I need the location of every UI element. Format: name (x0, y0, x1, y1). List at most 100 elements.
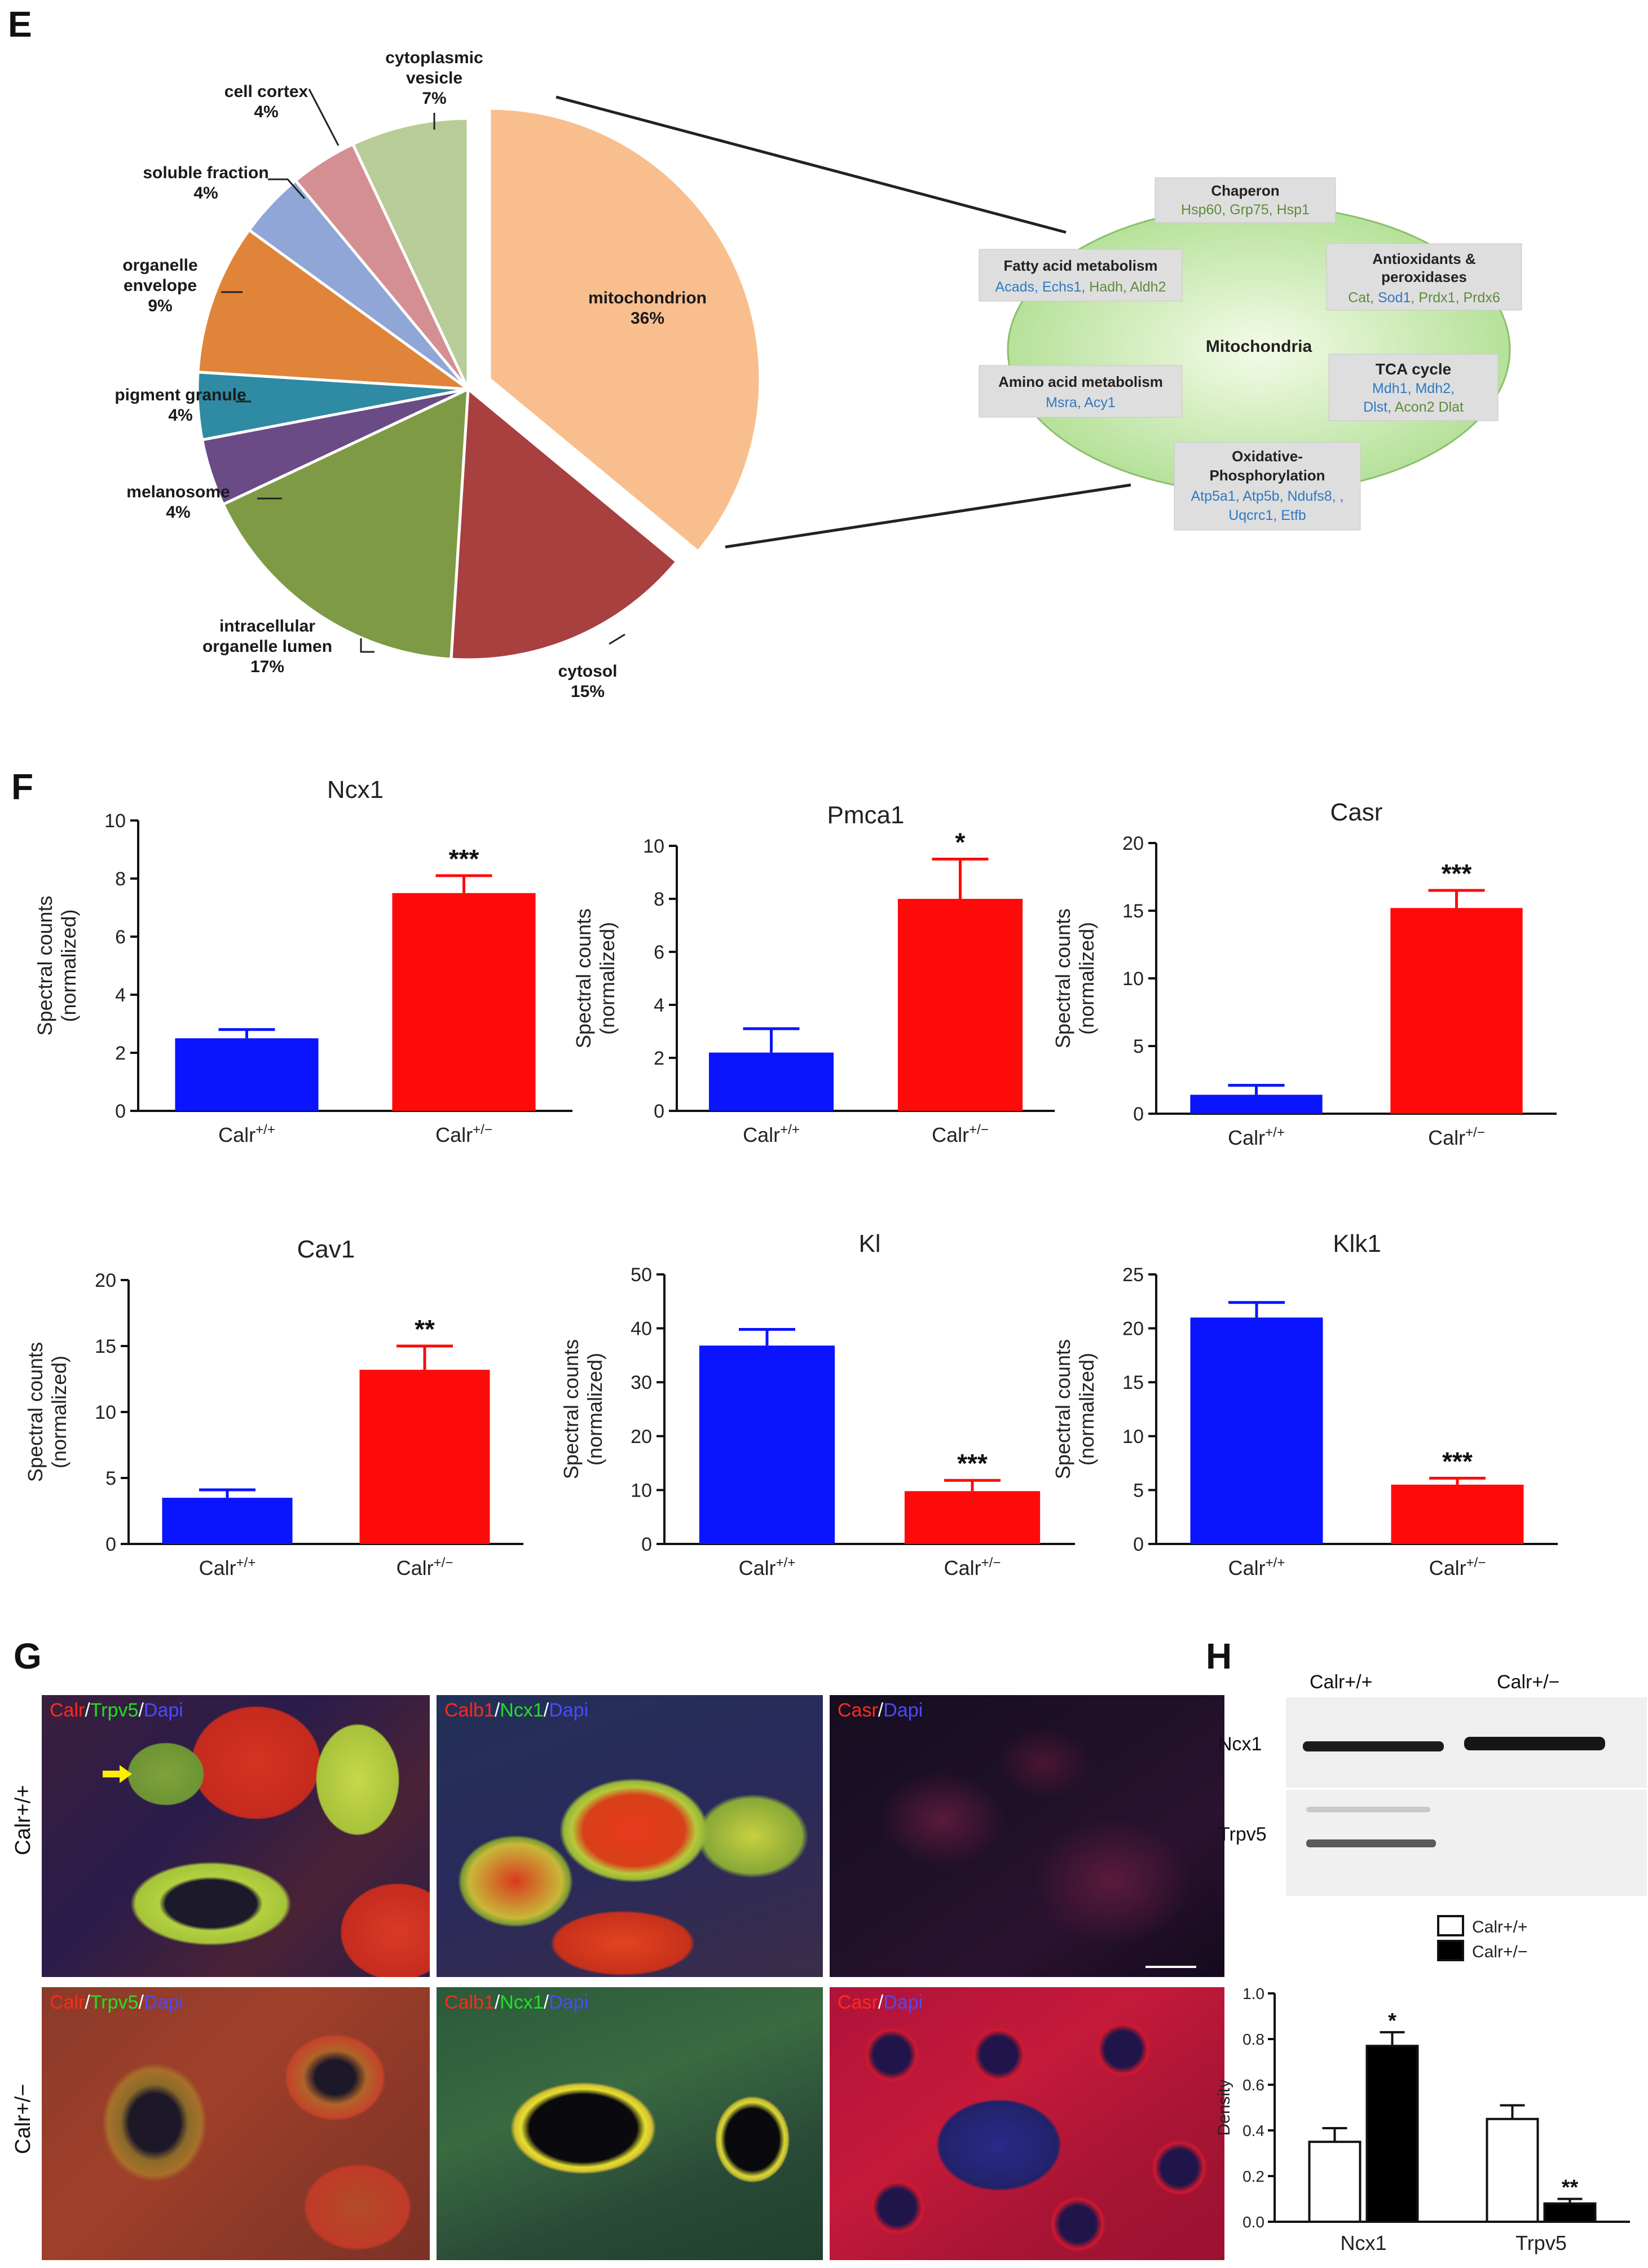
pie-label-mito: mitochondrion (588, 289, 707, 307)
box-oxphos-genes1: Atp5a1, Atp5b, Ndufs8, , (1191, 488, 1343, 504)
y-axis-label-2: (normalized) (57, 909, 80, 1022)
pie-slice-intracellular-organelle-lumen (221, 386, 470, 661)
tca-genes-green: Acon2 Dlat (1395, 399, 1464, 415)
band-trpv5-wt-faint (1306, 1807, 1430, 1812)
density-bar (1308, 2141, 1361, 2223)
y-axis-label-2: (normalized) (1075, 922, 1098, 1035)
density-sig: * (1388, 2009, 1396, 2033)
x-tick-label: Calr+/− (932, 1122, 989, 1146)
pie-label-cortex-pct: 4% (254, 103, 278, 121)
significance-stars: *** (957, 1449, 988, 1478)
density-bar (1365, 2045, 1419, 2223)
density-bar (1486, 2117, 1539, 2223)
pie-label-cortex: cell cortex (224, 82, 309, 101)
significance-stars: * (955, 828, 966, 857)
western-blot-trpv5 (1286, 1790, 1647, 1896)
legend-swatch (1437, 1915, 1464, 1936)
box-amino-title: Amino acid metabolism (998, 373, 1163, 390)
x-tick-base: Calr (739, 1556, 776, 1579)
x-tick-base: Calr (396, 1556, 434, 1579)
x-tick-label: Calr+/− (435, 1122, 492, 1146)
x-tick-label: Calr+/+ (743, 1122, 800, 1146)
bar-wt (175, 1038, 319, 1111)
box-antiox-title1: Antioxidants & (1372, 250, 1475, 267)
x-tick-sup: +/+ (236, 1555, 256, 1570)
density-y-tick-label: 1.0 (1242, 1985, 1264, 2002)
micro-label-1: Calr/Trpv5/Dapi (50, 1700, 183, 1722)
band-ncx1-wt (1303, 1741, 1444, 1751)
leader-line (360, 638, 374, 653)
bar-het (392, 893, 536, 1111)
y-tick-label: 20 (95, 1270, 116, 1291)
tca-genes-blue: Dlst, (1363, 399, 1395, 415)
western-blot-ncx1 (1286, 1697, 1647, 1789)
box-oxphos-title2: Phosphorylation (1209, 467, 1325, 484)
micro-casr-wt: Casr/Dapi (830, 1695, 1224, 1977)
x-tick-label: Calr+/+ (199, 1555, 256, 1579)
box-tca-genes1: Mdh1, Mdh2, (1372, 381, 1455, 396)
x-tick-sup: +/+ (780, 1122, 800, 1137)
band-trpv5-wt (1306, 1839, 1436, 1847)
density-x-label: Trpv5 (1515, 2231, 1567, 2254)
pie-slice-mitochondrion (488, 107, 762, 554)
pie-label-soluble: soluble fraction (143, 164, 268, 182)
stain-casr: Casr (838, 1700, 878, 1721)
bar-wt (162, 1498, 293, 1544)
band-ncx1-het (1464, 1737, 1605, 1750)
x-tick-base: Calr (944, 1556, 981, 1579)
western-label-trpv5: Trpv5 (1218, 1824, 1267, 1845)
bar-het (904, 1491, 1041, 1544)
box-oxphos (1174, 442, 1361, 531)
pie-slice-cytoplasmic-vesicle (351, 117, 470, 390)
antiox-genes-3: , Prdx1, Prdx6 (1411, 290, 1500, 306)
box-fatty-title: Fatty acid metabolism (1003, 257, 1157, 274)
bar-chart-pmca1: Pmca1 0 2 4 6 8 10 Spectral counts (normalized) C… (572, 801, 1055, 1146)
bar-wt (1190, 1317, 1323, 1544)
row-label-wt: Calr+/+ (11, 1785, 35, 1855)
antiox-genes-2: Sod1 (1378, 290, 1411, 306)
chart-title: Klk1 (1333, 1230, 1381, 1257)
stain-dapi: Dapi (883, 1700, 923, 1721)
y-tick-label: 6 (115, 926, 126, 948)
micro-calb1-ncx1-het: Calb1/Ncx1/Dapi (437, 1987, 823, 2260)
chart-title: Casr (1330, 798, 1383, 826)
box-antioxidants (1326, 243, 1522, 311)
y-axis-label-2: (normalized) (1075, 1353, 1098, 1466)
stain-dapi: Dapi (143, 1700, 183, 1721)
y-tick-label: 10 (104, 810, 126, 832)
bar-het (1390, 908, 1523, 1114)
y-axis-label: Spectral counts (24, 1342, 47, 1482)
stain-trpv5: Trpv5 (90, 1992, 139, 2013)
panel-letter-g: G (14, 1636, 42, 1676)
stain-ncx1: Ncx1 (500, 1700, 544, 1721)
bar-chart-casr: Casr 0 5 10 15 20 Spectral counts (normalized) C… (1051, 798, 1557, 1149)
box-amino-acid (979, 365, 1183, 418)
y-tick-label: 20 (631, 1426, 652, 1448)
y-tick-label: 0 (105, 1534, 116, 1555)
density-y-tick-label: 0.2 (1242, 2168, 1264, 2185)
legend-swatch (1437, 1940, 1464, 1961)
pie-label-vesicle-pct: 7% (422, 89, 446, 108)
row-label-het: Calr+/− (11, 2084, 35, 2154)
y-tick-label: 40 (631, 1318, 652, 1340)
label-slash: / (543, 1992, 549, 2013)
pie-label-lumen: intracellular (219, 617, 315, 636)
density-y-tick-label: 0.6 (1242, 2076, 1264, 2094)
density-x-label: Ncx1 (1340, 2231, 1386, 2254)
y-tick-label: 4 (654, 995, 664, 1016)
y-axis-label: Spectral counts (559, 1339, 583, 1479)
stain-calb1: Calb1 (444, 1992, 495, 2013)
stain-calr: Calr (50, 1700, 85, 1721)
x-tick-label: Calr+/+ (739, 1555, 796, 1579)
y-tick-label: 10 (643, 836, 664, 857)
stain-casr: Casr (838, 1992, 878, 2013)
stain-dapi: Dapi (549, 1992, 589, 2013)
y-tick-label: 5 (1133, 1036, 1144, 1057)
pie-label-vesicle: cytoplasmic (385, 48, 483, 67)
chart-title: Kl (858, 1230, 880, 1257)
significance-stars: *** (449, 844, 479, 873)
leader-line (308, 89, 340, 146)
x-tick-sup: +/− (981, 1555, 1001, 1570)
pie-slice-cytosol (450, 386, 679, 661)
pie-label-pigment: pigment granule (114, 386, 246, 404)
